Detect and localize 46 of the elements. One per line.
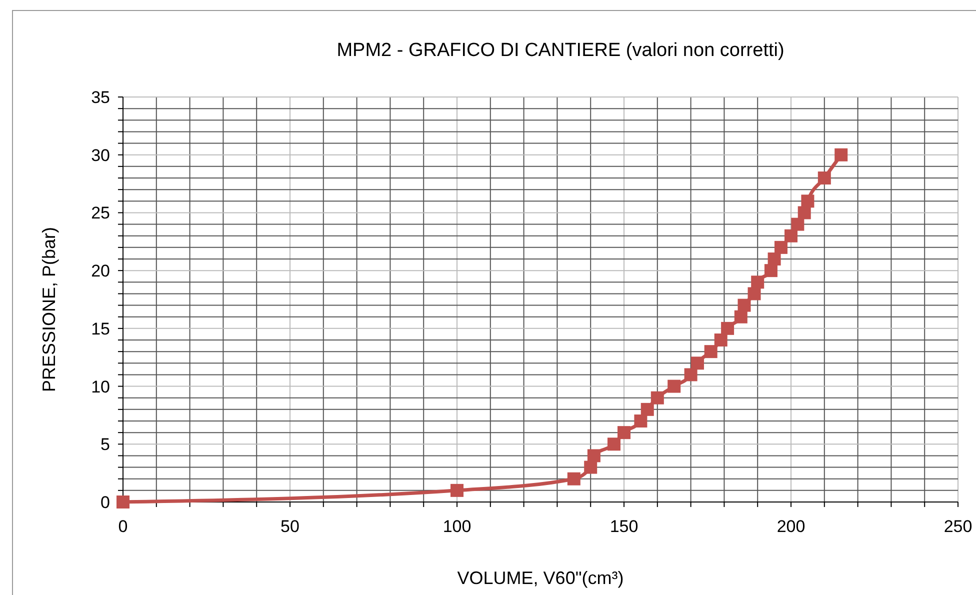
point (618, 426, 630, 440)
y-tick-label: 5 (100, 435, 110, 454)
point (734, 310, 748, 324)
point (684, 368, 698, 382)
point (748, 287, 761, 300)
point (834, 148, 848, 162)
y-tick-label: 15 (91, 319, 110, 338)
y-tick-label: 0 (100, 493, 110, 512)
x-tick-label: 100 (442, 517, 472, 536)
point (768, 252, 781, 266)
x-tick-label: 0 (118, 517, 128, 536)
point (704, 345, 718, 358)
y-axis-title: PRESSIONE, P(bar) (39, 226, 59, 392)
x-tick-label: 250 (944, 517, 972, 536)
point (721, 322, 734, 335)
point (450, 484, 464, 497)
point (774, 240, 788, 254)
point (801, 194, 814, 208)
point (567, 472, 580, 486)
point (116, 496, 130, 508)
point (584, 460, 598, 474)
y-tick-label: 35 (91, 88, 110, 107)
point (751, 276, 764, 289)
point (818, 172, 831, 184)
y-tick-label: 10 (91, 377, 110, 396)
point (738, 298, 751, 312)
x-tick-label: 150 (610, 517, 638, 536)
point (650, 391, 664, 404)
point (784, 229, 798, 242)
point (690, 356, 704, 370)
x-tick-label: 50 (280, 517, 300, 536)
point (798, 206, 811, 220)
point (714, 334, 728, 346)
x-tick-label: 200 (776, 517, 806, 536)
point (587, 449, 600, 462)
point (640, 402, 654, 416)
chart-title: MPM2 - GRAFICO DI CANTIERE (valori non corretti) (336, 40, 784, 61)
point (668, 380, 681, 393)
point (634, 414, 648, 428)
y-tick-label: 20 (91, 262, 110, 281)
y-tick-label: 25 (91, 204, 110, 223)
point (791, 218, 804, 231)
x-axis-title: VOLUME, V60"(cm³) (457, 568, 624, 588)
y-tick-label: 30 (91, 146, 110, 165)
point (607, 438, 620, 451)
point (764, 264, 778, 278)
